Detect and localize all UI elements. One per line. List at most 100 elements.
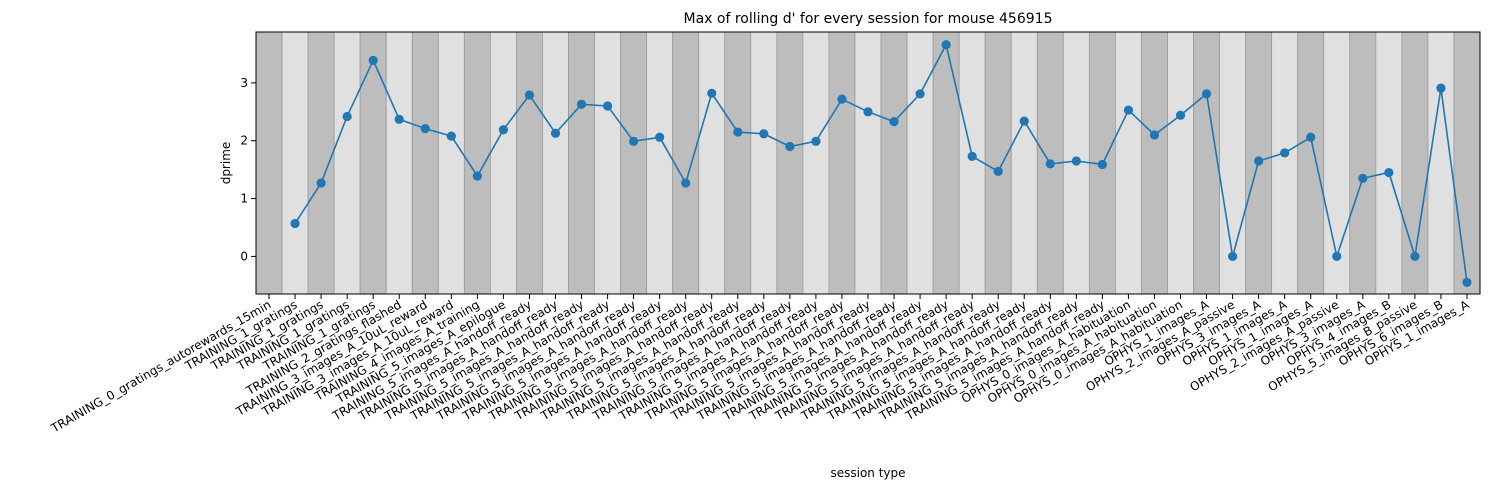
data-point — [1436, 83, 1446, 93]
background-band — [542, 31, 569, 295]
data-point — [316, 178, 326, 188]
background-band — [646, 31, 674, 295]
data-point — [446, 131, 456, 141]
data-point — [863, 107, 873, 117]
background-band — [1115, 31, 1142, 295]
background-band — [1193, 31, 1220, 295]
data-point — [472, 171, 482, 181]
data-point — [681, 178, 691, 188]
data-point — [1123, 105, 1134, 115]
background-band — [333, 31, 361, 295]
background-band — [1167, 31, 1194, 295]
data-point — [550, 128, 561, 138]
data-point — [342, 111, 352, 122]
background-band — [698, 31, 726, 295]
data-point — [1227, 251, 1238, 262]
data-point — [368, 55, 378, 65]
data-point — [1097, 159, 1107, 170]
background-band — [385, 31, 413, 295]
background-band — [1271, 31, 1299, 295]
data-point — [1410, 251, 1420, 262]
background-band — [1349, 31, 1377, 295]
background-band — [1141, 31, 1168, 295]
series-line — [294, 42, 1468, 283]
chart-title: Max of rolling d' for every session for … — [684, 11, 1053, 27]
data-point — [707, 88, 717, 98]
background-band — [1427, 31, 1455, 295]
background-band — [568, 31, 595, 295]
y-tick-label: 1 — [240, 192, 248, 206]
background-band — [724, 31, 752, 295]
x-axis: TRAINING_0_gratings_autorewards_15minTRA… — [48, 294, 1472, 436]
background-band — [359, 31, 387, 295]
data-point — [1149, 130, 1160, 140]
background-band — [828, 31, 856, 295]
background-band — [516, 31, 543, 295]
background-band — [281, 31, 309, 295]
background-bands — [255, 31, 1481, 295]
data-point — [1254, 156, 1264, 166]
background-band — [1453, 31, 1481, 295]
y-tick-label: 3 — [240, 76, 248, 90]
data-point — [629, 136, 639, 146]
background-band — [1010, 31, 1038, 295]
background-band — [984, 31, 1012, 295]
data-point — [889, 117, 899, 127]
y-tick-label: 2 — [240, 134, 248, 148]
data-point — [498, 125, 509, 135]
data-point — [602, 101, 613, 111]
data-point — [1358, 173, 1368, 183]
background-band — [672, 31, 700, 295]
data-point — [1332, 251, 1342, 262]
background-band — [906, 31, 934, 295]
background-band — [880, 31, 908, 295]
data-point — [1201, 89, 1212, 99]
data-point — [1280, 148, 1290, 158]
background-band — [802, 31, 830, 295]
y-axis: 0 1 2 3 — [240, 76, 256, 263]
data-point — [941, 40, 951, 50]
data-point — [993, 166, 1003, 176]
data-point — [967, 151, 977, 161]
background-band — [255, 31, 283, 295]
background-band — [594, 31, 621, 295]
background-band — [307, 31, 335, 295]
data-point — [655, 132, 665, 142]
background-band — [489, 31, 517, 295]
data-point — [1384, 167, 1394, 178]
background-band — [1401, 31, 1429, 295]
background-band — [932, 31, 960, 295]
background-band — [1375, 31, 1403, 295]
data-point — [1019, 116, 1029, 126]
data-point — [1462, 277, 1472, 288]
data-point — [811, 136, 821, 146]
data-point — [837, 94, 847, 104]
background-band — [437, 31, 465, 295]
data-point — [1306, 132, 1316, 142]
x-axis-label: session type — [830, 466, 905, 480]
data-point — [524, 90, 535, 100]
y-axis-label: dprime — [219, 142, 233, 185]
data-point — [915, 89, 925, 99]
data-point — [394, 114, 404, 124]
data-point — [576, 99, 587, 109]
y-tick-label: 0 — [240, 249, 248, 263]
background-band — [854, 31, 882, 295]
background-band — [750, 31, 778, 295]
data-point — [759, 129, 769, 139]
data-point — [733, 127, 743, 137]
background-band — [776, 31, 804, 295]
data-point — [785, 141, 795, 152]
background-band — [411, 31, 439, 295]
data-point — [290, 218, 300, 229]
series-dprime — [290, 40, 1472, 288]
background-band — [620, 31, 648, 295]
data-point — [1071, 156, 1081, 166]
data-point — [420, 123, 430, 134]
background-band — [1297, 31, 1325, 295]
data-point — [1045, 159, 1055, 169]
background-band — [958, 31, 986, 295]
data-point — [1175, 110, 1186, 120]
